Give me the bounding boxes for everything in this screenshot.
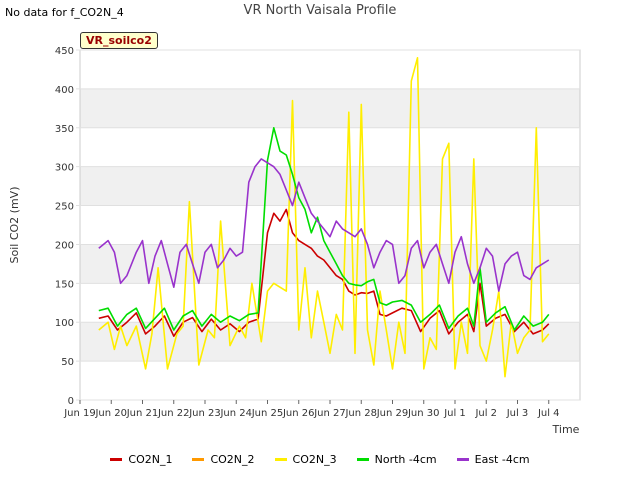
y-tick-label: 150 [55, 279, 74, 290]
legend-item: North -4cm [356, 453, 437, 466]
no-data-message: No data for f_CO2N_4 [5, 6, 124, 19]
y-tick-label: 100 [55, 318, 74, 329]
legend-swatch [192, 458, 205, 461]
x-tick-label: Jun 27 [313, 408, 346, 419]
y-tick-label: 250 [55, 202, 74, 213]
legend-label: CO2N_2 [210, 453, 255, 466]
legend-swatch [274, 458, 287, 461]
y-tick-label: 50 [61, 357, 74, 368]
legend-swatch [456, 458, 469, 461]
series-layer [98, 56, 550, 378]
plot-band [80, 322, 580, 362]
y-tick-label: 0 [68, 396, 74, 407]
y-tick-label: 350 [55, 124, 74, 135]
x-tick-label: Jul 3 [506, 408, 529, 419]
x-tick-label: Jun 30 [407, 408, 440, 419]
series-line-co2n-3 [98, 56, 550, 378]
legend-label: North -4cm [374, 453, 437, 466]
plot-band [80, 88, 580, 128]
y-axis: 0 50 100 150 200 250 300 350 400 450 [55, 46, 580, 407]
legend-item: East -4cm [456, 453, 530, 466]
x-tick-label: Jun 25 [251, 408, 284, 419]
x-tick-label: Jul 4 [537, 408, 560, 419]
legend-item: CO2N_3 [274, 453, 337, 466]
x-tick-label: Jun 22 [157, 408, 190, 419]
legend-item: CO2N_2 [192, 453, 255, 466]
plot-band [80, 361, 580, 400]
x-tick-label: Jun 19 [63, 408, 96, 419]
x-tick-label: Jun 29 [376, 408, 409, 419]
y-tick-label: 450 [55, 46, 74, 57]
x-tick-label: Jun 23 [188, 408, 221, 419]
plot-band [80, 50, 580, 89]
plot-band [80, 166, 580, 206]
plot-background-bands [80, 50, 580, 400]
x-tick-label: Jun 21 [126, 408, 159, 419]
legend-swatch [110, 458, 123, 461]
y-tick-label: 300 [55, 163, 74, 174]
plot-band [80, 205, 580, 245]
x-axis-label: Time [552, 423, 580, 436]
x-tick-label: Jul 2 [474, 408, 497, 419]
site-badge: VR_soilco2 [80, 32, 158, 49]
x-tick-label: Jun 20 [94, 408, 127, 419]
y-axis-label: Soil CO2 (mV) [8, 187, 21, 264]
x-tick-label: Jul 1 [443, 408, 466, 419]
legend-label: CO2N_3 [292, 453, 337, 466]
legend-label: CO2N_1 [128, 453, 173, 466]
legend-label: East -4cm [474, 453, 530, 466]
x-axis: Jun 19 Jun 20 Jun 21 Jun 22 Jun 23 Jun 24 Jun … [63, 400, 560, 419]
legend-swatch [356, 458, 369, 461]
y-tick-label: 400 [55, 85, 74, 96]
x-tick-label: Jun 26 [282, 408, 315, 419]
x-tick-label: Jun 28 [344, 408, 377, 419]
chart-legend: CO2N_1 CO2N_2 CO2N_3 North -4cm East -4cm [0, 453, 640, 466]
y-tick-label: 200 [55, 240, 74, 251]
series-line-co2n-1 [98, 208, 550, 338]
chart-title: VR North Vaisala Profile [243, 3, 397, 18]
series-line-east-4cm [98, 158, 550, 292]
series-line-north-4cm [98, 127, 550, 331]
legend-item: CO2N_1 [110, 453, 172, 466]
x-tick-label: Jun 24 [219, 408, 252, 419]
plot-band [80, 127, 580, 167]
